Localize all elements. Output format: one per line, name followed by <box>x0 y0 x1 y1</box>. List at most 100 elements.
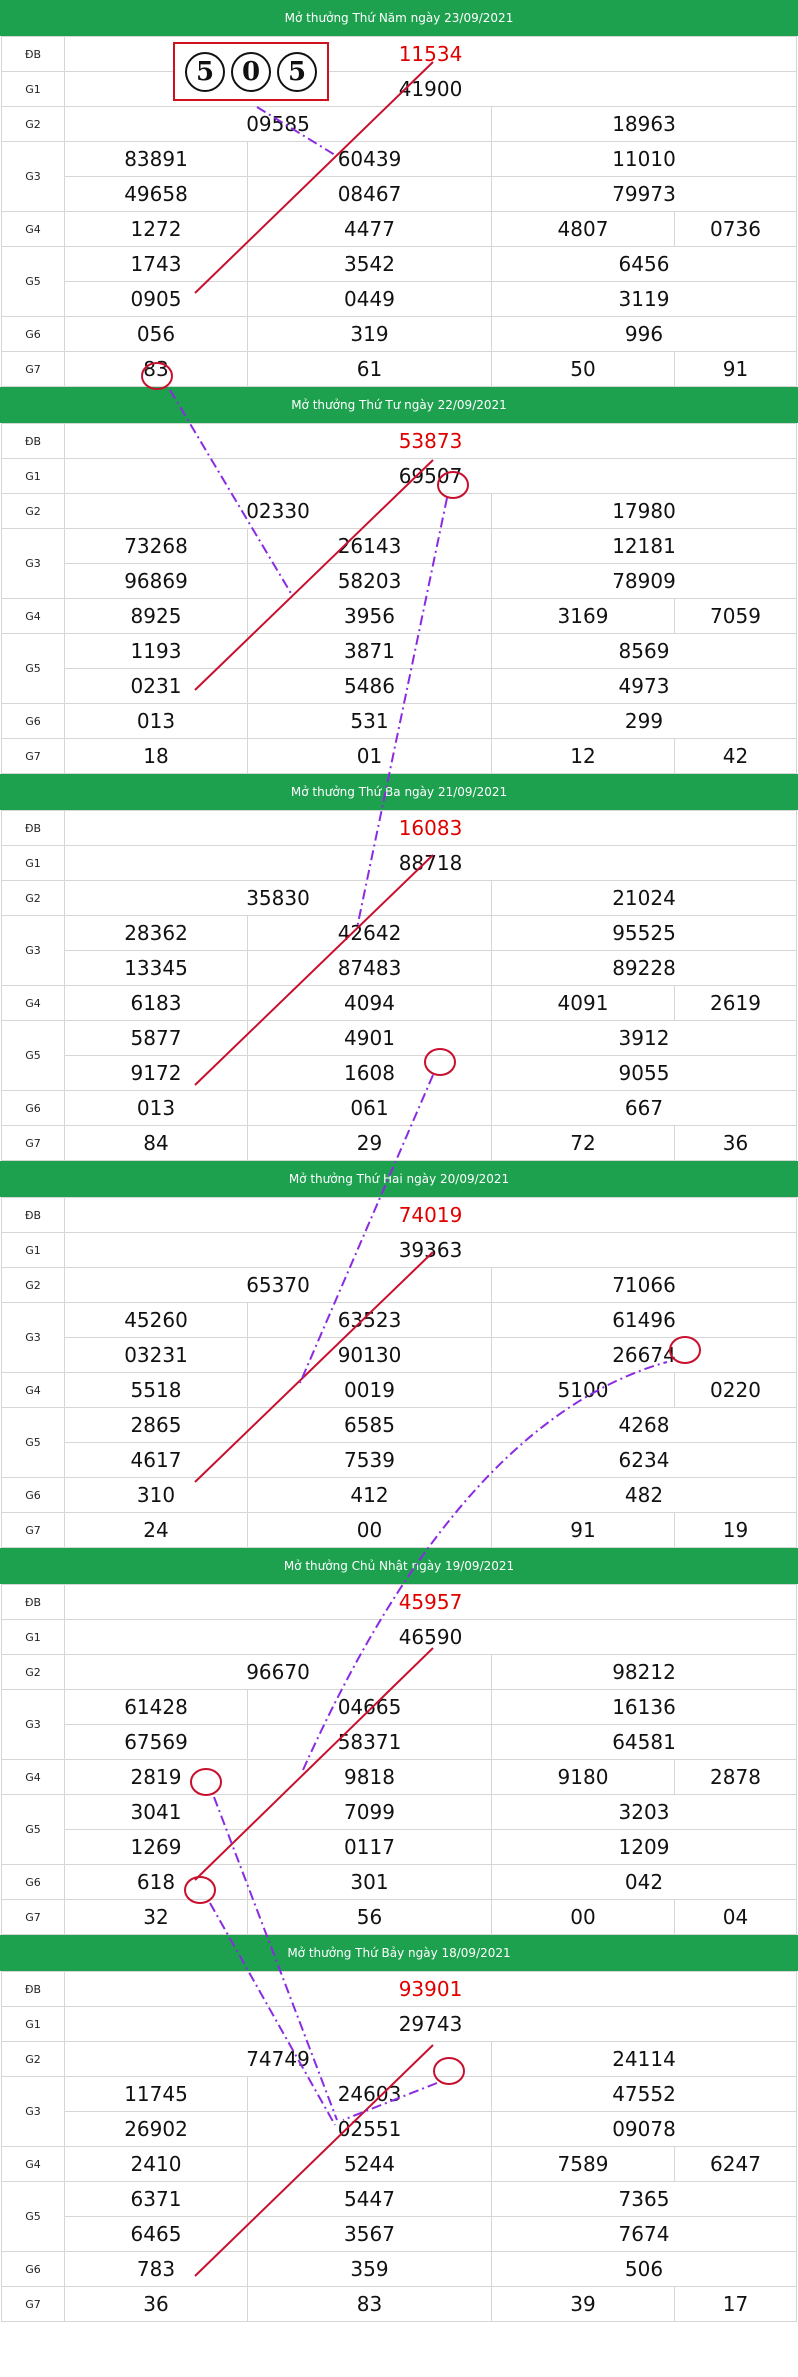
prize-number: 95525 <box>490 915 798 951</box>
red-diagonal-line <box>194 1251 434 1483</box>
link-line <box>302 1361 668 1771</box>
prize-label: G3 <box>1 1689 65 1760</box>
prize-number: 1743 <box>64 246 248 282</box>
prize-number: 4477 <box>247 211 492 247</box>
prize-label: G5 <box>1 2181 65 2252</box>
highlight-circle <box>190 1768 222 1796</box>
prize-number: 83 <box>64 351 248 387</box>
red-diagonal-line <box>194 61 434 294</box>
prize-label: G3 <box>1 528 65 599</box>
prize-number: 00 <box>247 1512 492 1548</box>
prize-number: 6585 <box>247 1407 492 1443</box>
link-line <box>213 1796 338 2121</box>
prize-number: 7674 <box>490 2216 798 2252</box>
prize-number: 6247 <box>673 2146 798 2182</box>
prize-number: 7589 <box>491 2146 675 2182</box>
prize-number: 13345 <box>64 950 248 986</box>
link-line <box>209 1902 336 2126</box>
prize-number: 783 <box>64 2251 248 2287</box>
prize-number: 3912 <box>490 1020 798 1056</box>
prize-number: 4268 <box>490 1407 798 1443</box>
prize-label: G6 <box>1 2251 65 2287</box>
prize-number: 61428 <box>64 1689 248 1725</box>
prize-number: 319 <box>247 316 492 352</box>
prize-label: G1 <box>1 2006 65 2042</box>
prize-number: 18963 <box>490 106 798 142</box>
prize-label: G3 <box>1 141 65 212</box>
prize-number: 96869 <box>64 563 248 599</box>
prize-number: 83891 <box>64 141 248 177</box>
draw-block: Mở thưởng Thứ Hai ngày 20/09/2021 ĐB 74019… <box>0 1161 798 1548</box>
prize-number: 2878 <box>673 1759 798 1795</box>
prize-number: 49658 <box>64 176 248 212</box>
prize-number: 24 <box>64 1512 248 1548</box>
prize-label: G7 <box>1 351 65 387</box>
link-line <box>169 389 293 596</box>
prize-number: 58371 <box>247 1724 492 1760</box>
prize-number: 61 <box>247 351 492 387</box>
prize-number: 29 <box>247 1125 492 1161</box>
prize-number: 64581 <box>490 1724 798 1760</box>
prize-label: G7 <box>1 2286 65 2322</box>
highlight-circle <box>141 362 173 390</box>
prize-number: 74749 <box>64 2041 492 2077</box>
highlight-circle <box>433 2057 465 2085</box>
prize-label: ĐB <box>1 1971 65 2007</box>
prize-label: G6 <box>1 1477 65 1513</box>
prize-number: 2819 <box>64 1759 248 1795</box>
prize-number: 3871 <box>247 633 492 669</box>
prize-number: 013 <box>64 1090 248 1126</box>
prize-number: 8925 <box>64 598 248 634</box>
prize-number: 1608 <box>247 1055 492 1091</box>
results-table: ĐB 45957 G1 46590 G2 96670 98212 G3 61428 04665 16… <box>1 1584 798 1935</box>
prize-number: 91 <box>491 1512 675 1548</box>
prize-number: 36 <box>64 2286 248 2322</box>
prize-number: 39 <box>491 2286 675 2322</box>
prize-number: 2410 <box>64 2146 248 2182</box>
prize-number: 0220 <box>673 1372 798 1408</box>
prize-number: 28362 <box>64 915 248 951</box>
draw-title: Mở thưởng Thứ Hai ngày 20/09/2021 <box>0 1161 798 1197</box>
prize-number: 19 <box>673 1512 798 1548</box>
prize-number: 60439 <box>247 141 492 177</box>
prize-label: G4 <box>1 598 65 634</box>
prize-number: 0449 <box>247 281 492 317</box>
prize-number: 42 <box>673 738 798 774</box>
prize-number: 2619 <box>673 985 798 1021</box>
prize-number: 3041 <box>64 1794 248 1830</box>
prize-number: 0905 <box>64 281 248 317</box>
draw-title: Mở thưởng Thứ Bảy ngày 18/09/2021 <box>0 1935 798 1971</box>
prize-number: 8569 <box>490 633 798 669</box>
red-diagonal-line <box>194 2044 434 2277</box>
prize-number: 9180 <box>491 1759 675 1795</box>
prize-number: 56 <box>247 1899 492 1935</box>
prize-number: 5518 <box>64 1372 248 1408</box>
prize-number: 6456 <box>490 246 798 282</box>
prize-number: 4091 <box>491 985 675 1021</box>
special-prize: 93901 <box>63 1971 798 2007</box>
prize-number: 2865 <box>64 1407 248 1443</box>
prize-number: 3169 <box>491 598 675 634</box>
prize-number: 299 <box>490 703 798 739</box>
prize-label: G1 <box>1 1232 65 1268</box>
prize-number: 5486 <box>247 668 492 704</box>
prize-number: 4094 <box>247 985 492 1021</box>
draw-title: Mở thưởng Thứ Ba ngày 21/09/2021 <box>0 774 798 810</box>
prize-label: G4 <box>1 985 65 1021</box>
prize-number: 11010 <box>490 141 798 177</box>
prize-number: 71066 <box>490 1267 798 1303</box>
prize-number: 0736 <box>673 211 798 247</box>
die-2: 0 <box>231 51 271 92</box>
prize-number: 18 <box>64 738 248 774</box>
prize-number: 042 <box>490 1864 798 1900</box>
link-line <box>256 106 336 156</box>
prize-number: 056 <box>64 316 248 352</box>
prize-number: 3119 <box>490 281 798 317</box>
special-prize: 16083 <box>63 810 798 846</box>
prize-number: 90130 <box>247 1337 492 1373</box>
prize-number: 83 <box>247 2286 492 2322</box>
first-prize: 29743 <box>63 2006 798 2042</box>
prize-number: 0117 <box>247 1829 492 1865</box>
prize-number: 00 <box>491 1899 675 1935</box>
draw-title: Mở thưởng Chủ Nhật ngày 19/09/2021 <box>0 1548 798 1584</box>
